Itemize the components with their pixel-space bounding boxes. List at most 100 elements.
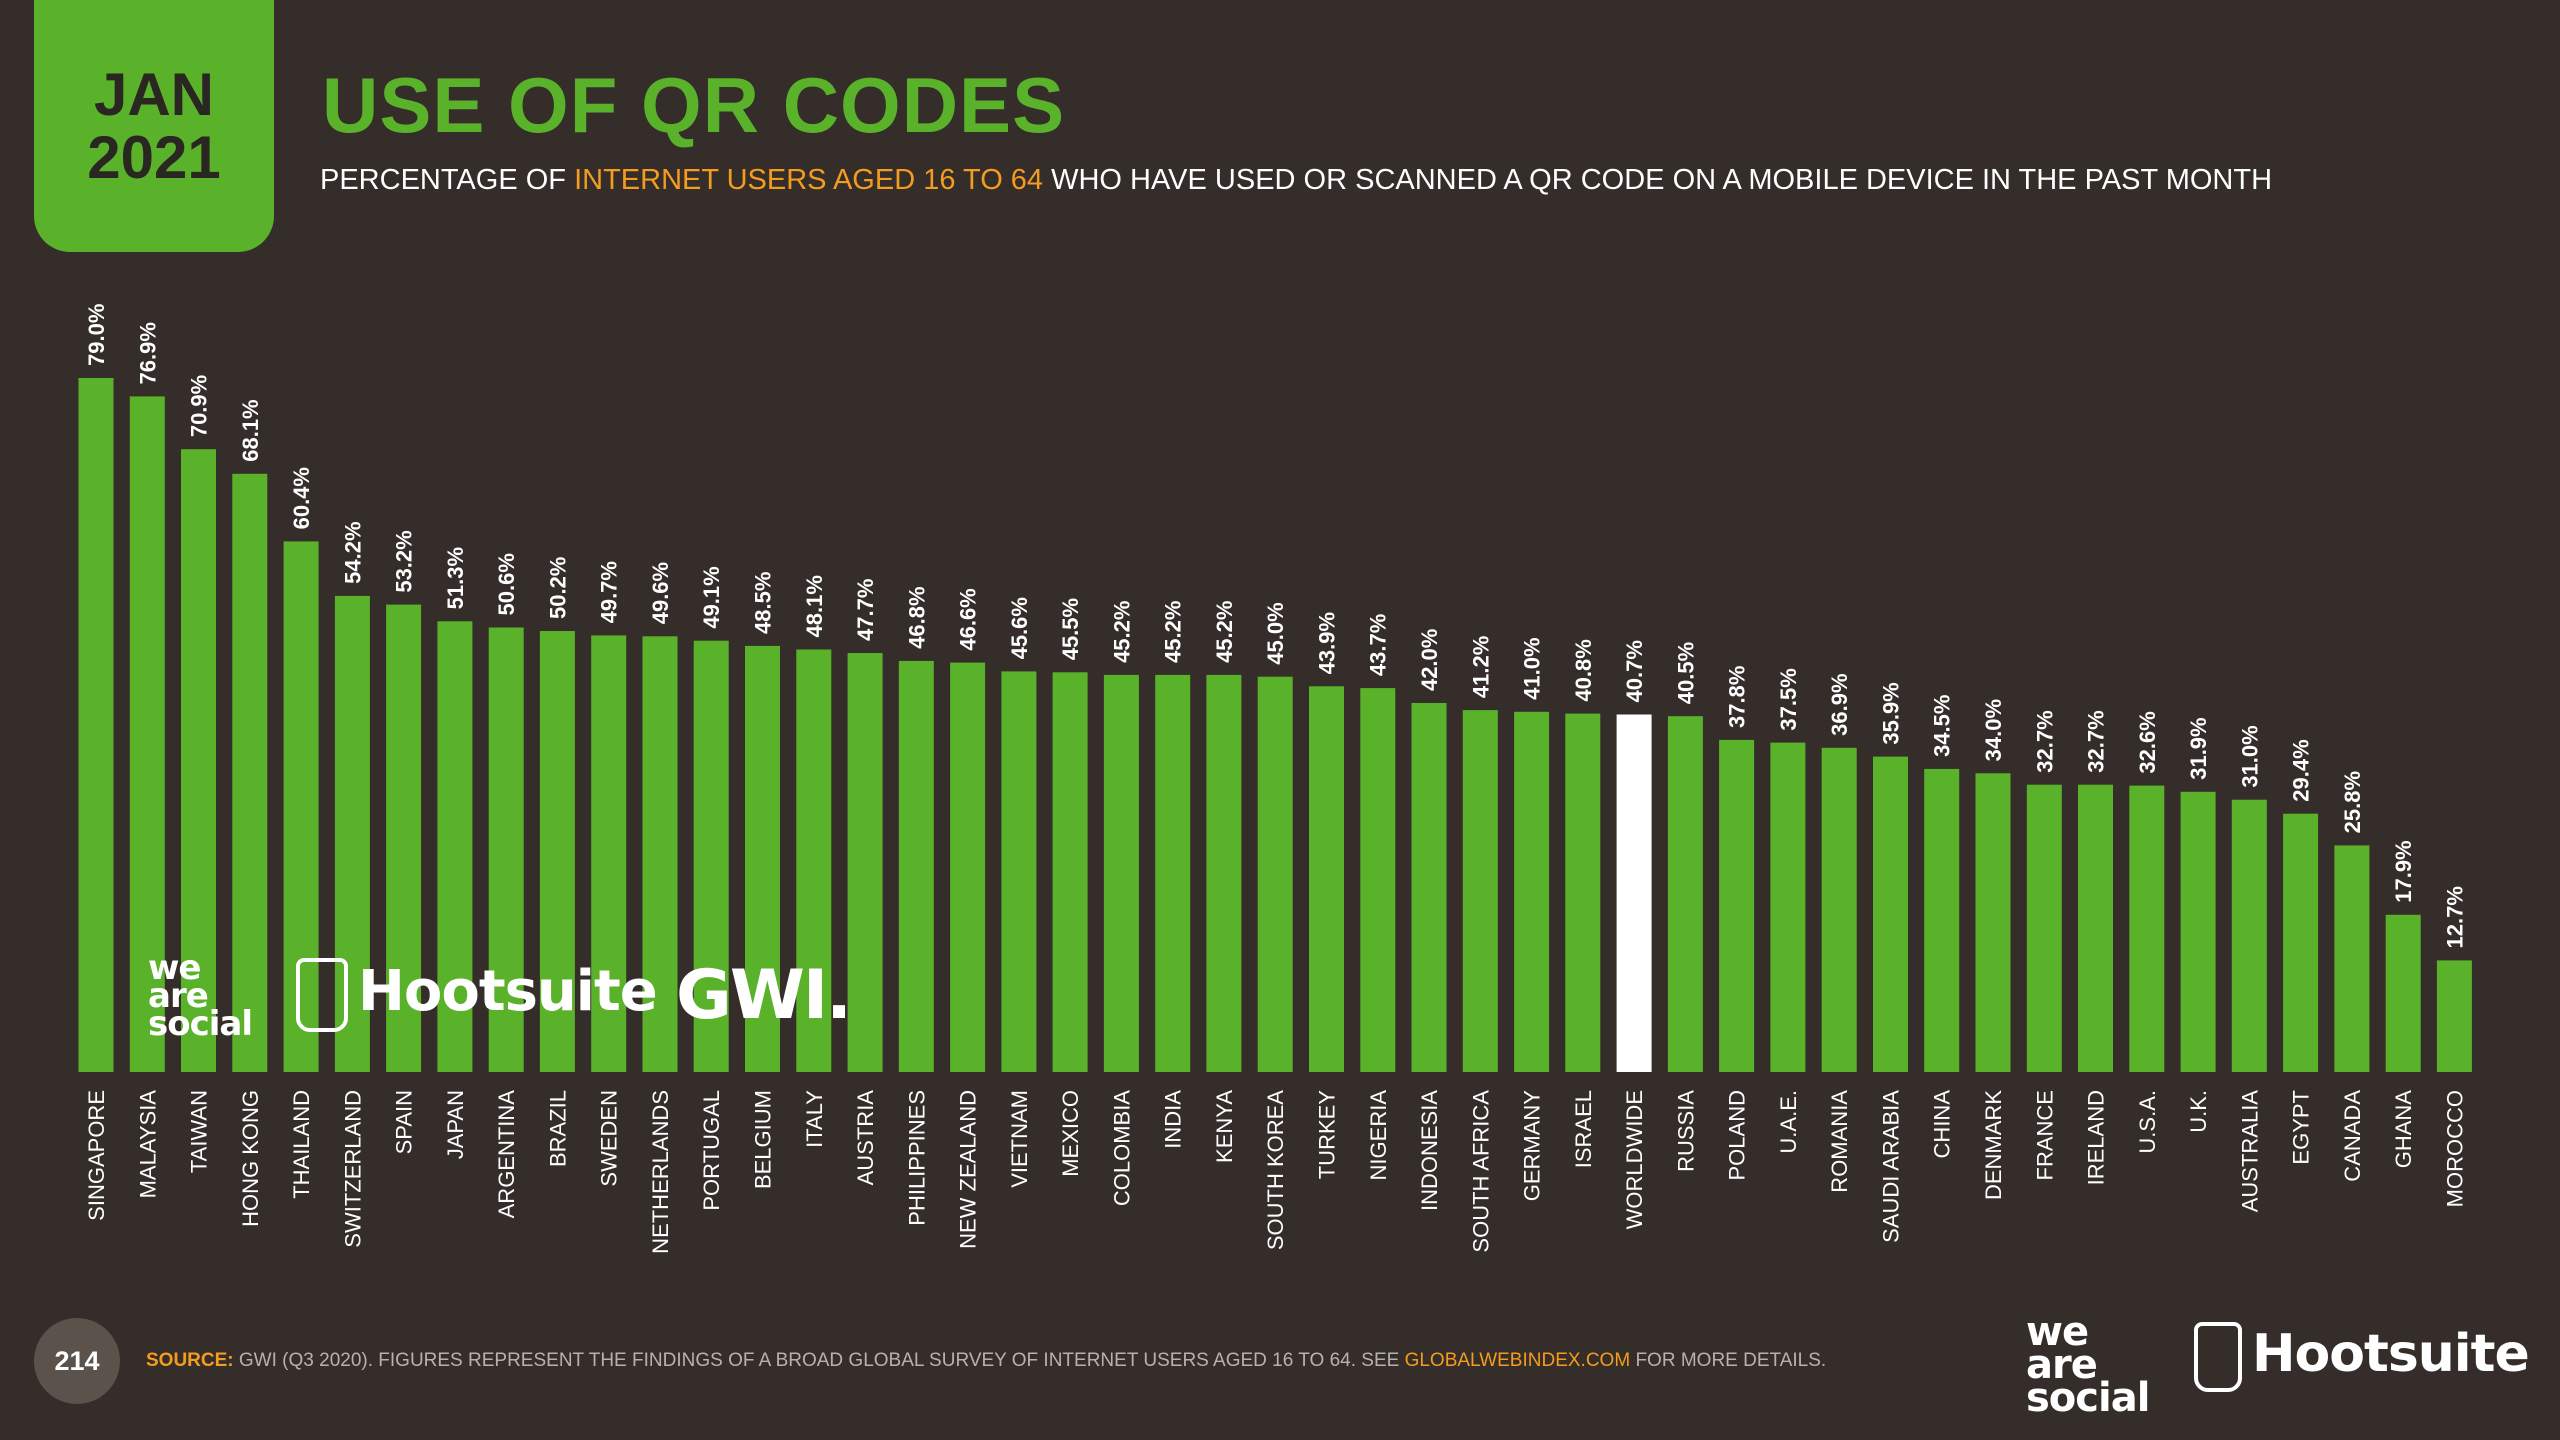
value-label: 53.2% <box>392 530 417 592</box>
category-label: NEW ZEALAND <box>956 1090 981 1249</box>
bar-u-k <box>2180 791 2216 1072</box>
date-year: 2021 <box>87 124 221 191</box>
category-label: INDONESIA <box>1417 1090 1442 1211</box>
bar-portugal <box>693 640 729 1072</box>
owl-icon <box>296 958 348 1032</box>
bar-romania <box>1821 747 1857 1072</box>
category-label: BELGIUM <box>751 1090 776 1189</box>
value-label: 32.6% <box>2135 711 2160 773</box>
value-label: 34.5% <box>1930 695 1955 757</box>
bar-austria <box>847 653 883 1072</box>
bar-nigeria <box>1360 688 1396 1072</box>
source-link[interactable]: GLOBALWEBINDEX.COM <box>1404 1350 1631 1371</box>
value-label: 45.0% <box>1263 602 1288 664</box>
bar-malaysia <box>129 396 165 1072</box>
value-label: 17.9% <box>2391 840 2416 902</box>
category-label: COLOMBIA <box>1109 1090 1134 1206</box>
value-label: 40.5% <box>1673 642 1698 704</box>
category-label: GERMANY <box>1520 1090 1545 1202</box>
category-label: PHILIPPINES <box>904 1090 929 1226</box>
category-label: SOUTH AFRICA <box>1468 1090 1493 1253</box>
category-label: EGYPT <box>2289 1090 2314 1165</box>
value-label: 40.7% <box>1622 640 1647 702</box>
value-label: 49.7% <box>597 561 622 623</box>
footer-logo-we-line2: are <box>2026 1341 2098 1388</box>
bar-singapore <box>78 378 114 1072</box>
category-label: POLAND <box>1725 1090 1750 1180</box>
value-label: 45.6% <box>1007 597 1032 659</box>
value-label: 45.2% <box>1109 601 1134 663</box>
category-label: U.K. <box>2186 1090 2211 1133</box>
bar-saudi-arabia <box>1873 756 1908 1072</box>
bar-vietnam <box>1001 671 1037 1072</box>
category-label: SWITZERLAND <box>340 1090 365 1248</box>
category-label: SPAIN <box>392 1090 417 1154</box>
category-label: TAIWAN <box>187 1090 212 1173</box>
page-number: 214 <box>34 1318 120 1404</box>
subtitle-pre: PERCENTAGE OF <box>320 164 575 196</box>
logo-we-line2: are <box>148 975 209 1016</box>
bar-colombia <box>1103 674 1139 1072</box>
category-label: NETHERLANDS <box>648 1090 673 1254</box>
value-label: 76.9% <box>135 322 160 384</box>
category-label: FRANCE <box>2032 1090 2057 1180</box>
source-label: SOURCE: <box>146 1350 234 1371</box>
category-label: KENYA <box>1212 1090 1237 1163</box>
value-label: 45.2% <box>1161 601 1186 663</box>
bar-germany <box>1514 711 1550 1072</box>
hootsuite-wordmark: Hootsuite <box>358 959 658 1025</box>
bar-philippines <box>898 660 934 1072</box>
date-month: JAN <box>93 61 215 128</box>
bar-ireland <box>2078 784 2113 1072</box>
footer-hootsuite-logo: Hootsuite <box>2194 1322 2530 1392</box>
category-label: CANADA <box>2340 1090 2365 1182</box>
bar-new-zealand <box>950 662 986 1072</box>
category-label: GHANA <box>2391 1090 2416 1169</box>
value-label: 46.6% <box>956 588 981 650</box>
value-label: 34.0% <box>1981 699 2006 761</box>
category-label: MALAYSIA <box>135 1090 160 1199</box>
category-label: INDIA <box>1161 1090 1186 1149</box>
page-title: USE OF QR CODES <box>322 61 1066 149</box>
value-label: 47.7% <box>853 579 878 641</box>
bar-u-a-e <box>1770 742 1806 1072</box>
value-label: 48.5% <box>751 572 776 634</box>
bar-australia <box>2231 799 2267 1072</box>
bar-indonesia <box>1411 703 1447 1072</box>
logo-we-line3: social <box>148 1003 253 1044</box>
bar-argentina <box>488 627 524 1072</box>
category-label: RUSSIA <box>1673 1090 1698 1172</box>
bar-belgium <box>745 645 780 1072</box>
category-label: AUSTRALIA <box>2237 1090 2262 1213</box>
category-label: PORTUGAL <box>699 1090 724 1211</box>
value-label: 49.6% <box>648 562 673 624</box>
bar-spain <box>386 604 422 1072</box>
source-note: SOURCE: GWI (Q3 2020). FIGURES REPRESENT… <box>146 1350 1826 1372</box>
source-end: FOR MORE DETAILS. <box>1630 1350 1827 1371</box>
category-label: TURKEY <box>1314 1090 1339 1180</box>
bar-denmark <box>1975 773 2011 1072</box>
category-label: BRAZIL <box>545 1090 570 1167</box>
value-label: 31.0% <box>2237 725 2262 787</box>
value-label: 35.9% <box>1878 682 1903 744</box>
we-are-social-logo: we are social <box>148 948 253 1044</box>
bar-israel <box>1565 713 1601 1072</box>
subtitle-post: WHO HAVE USED OR SCANNED A QR CODE ON A … <box>1043 164 2273 196</box>
value-label: 42.0% <box>1417 629 1442 691</box>
value-label: 41.0% <box>1520 637 1545 699</box>
footer-owl-icon <box>2194 1322 2242 1392</box>
bar-egypt <box>2283 813 2319 1072</box>
bar-brazil <box>539 631 575 1072</box>
footer-we-are-social-logo: we are social <box>2026 1312 2150 1417</box>
value-label: 46.8% <box>904 586 929 648</box>
bar-france <box>2026 784 2062 1072</box>
logo-we-line1: we <box>148 948 201 988</box>
value-label: 31.9% <box>2186 717 2211 779</box>
value-label: 54.2% <box>340 521 365 583</box>
page-subtitle: PERCENTAGE OF INTERNET USERS AGED 16 TO … <box>320 164 2272 197</box>
category-label: JAPAN <box>443 1090 468 1159</box>
bar-switzerland <box>334 595 370 1072</box>
value-label: 25.8% <box>2340 771 2365 833</box>
category-label: SINGAPORE <box>84 1090 109 1221</box>
bar-taiwan <box>181 449 216 1072</box>
